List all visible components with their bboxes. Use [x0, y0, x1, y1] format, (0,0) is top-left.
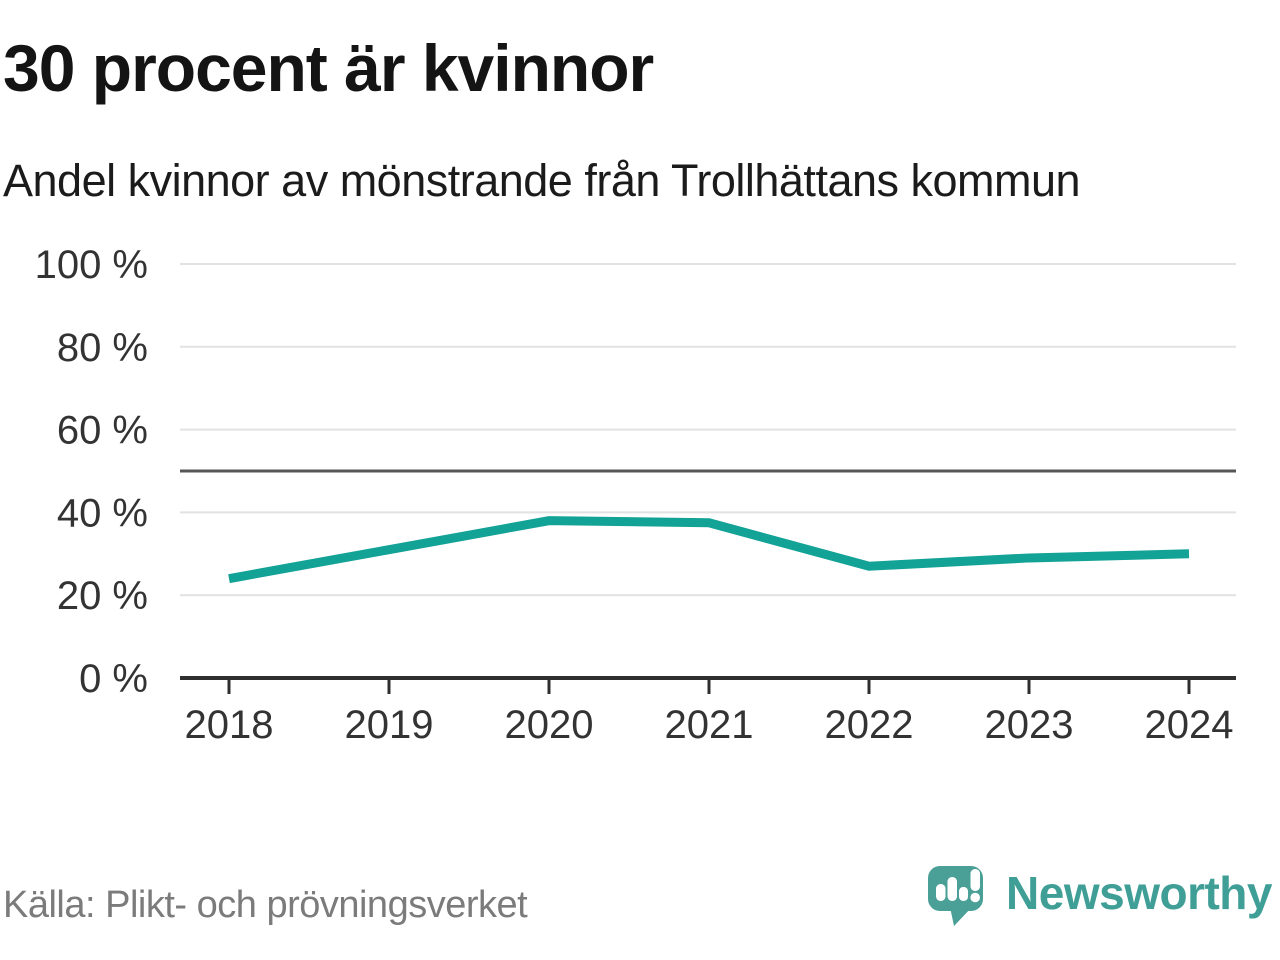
data-series-line [228, 516, 1190, 584]
y-tick-label: 60 % [57, 409, 148, 453]
x-tick-label: 2020 [505, 703, 594, 747]
x-tick-label: 2023 [985, 703, 1074, 747]
y-tick-label: 80 % [57, 326, 148, 370]
x-tick-label: 2019 [345, 703, 434, 747]
y-tick-label: 100 % [35, 243, 148, 287]
source-caption: Källa: Plikt- och prövningsverket [3, 884, 528, 926]
y-tick-label: 20 % [57, 574, 148, 618]
x-tick-label: 2018 [185, 703, 274, 747]
y-tick-label: 0 % [79, 657, 148, 701]
x-tick-label: 2021 [665, 703, 754, 747]
newsworthy-logo-icon [928, 866, 984, 926]
newsworthy-wordmark: Newsworthy [1006, 867, 1272, 919]
page-title: 30 procent är kvinnor [3, 31, 654, 105]
y-tick-label: 40 % [57, 491, 148, 535]
chart-subtitle: Andel kvinnor av mönstrande från Trollhä… [3, 155, 1081, 206]
x-tick-label: 2022 [825, 703, 914, 747]
x-tick-label: 2024 [1145, 703, 1234, 747]
newsworthy-brand: Newsworthy [923, 853, 1272, 933]
